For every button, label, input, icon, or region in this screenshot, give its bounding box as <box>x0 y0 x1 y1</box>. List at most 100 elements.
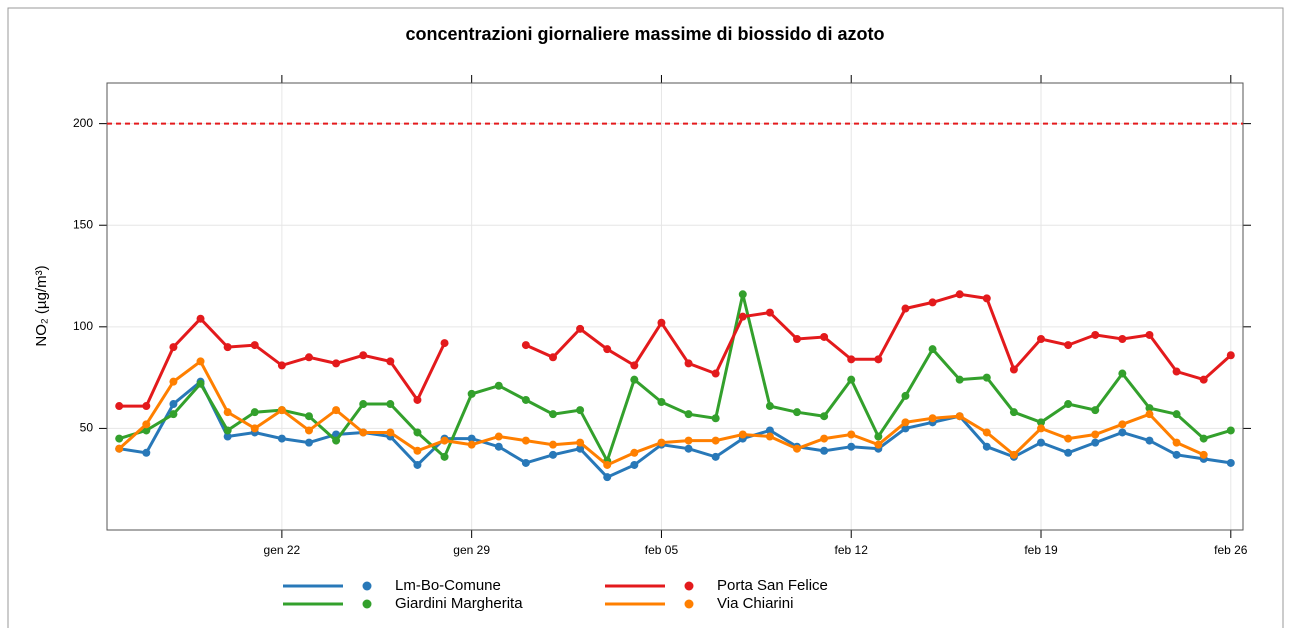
data-point <box>684 359 693 368</box>
data-point <box>548 410 557 419</box>
data-point <box>847 355 856 364</box>
legend-marker <box>362 599 372 609</box>
data-point <box>115 444 124 453</box>
data-point <box>1091 406 1100 415</box>
data-point <box>332 359 341 368</box>
data-point <box>928 298 937 307</box>
data-point <box>1091 330 1100 339</box>
data-point <box>467 389 476 398</box>
data-point <box>738 430 747 439</box>
y-tick-label: 100 <box>73 319 93 333</box>
data-point <box>603 473 612 482</box>
data-point <box>521 458 530 467</box>
plot-frame <box>106 82 1244 531</box>
data-point <box>467 440 476 449</box>
data-point <box>657 397 666 406</box>
data-point <box>1037 335 1046 344</box>
data-point <box>440 452 449 461</box>
data-point <box>386 357 395 366</box>
data-point <box>332 436 341 445</box>
data-point <box>142 402 151 411</box>
data-point <box>196 357 205 366</box>
data-point <box>142 420 151 429</box>
data-point <box>548 450 557 459</box>
data-point <box>142 426 151 435</box>
x-tick-label: feb 26 <box>1214 543 1248 557</box>
data-point <box>1199 434 1208 443</box>
data-point <box>820 446 829 455</box>
data-point <box>576 406 585 415</box>
data-point <box>359 351 368 360</box>
data-point <box>115 402 124 411</box>
data-point <box>630 361 639 370</box>
data-point <box>982 294 991 303</box>
legend-label: Porta San Felice <box>717 577 828 594</box>
data-point <box>874 432 883 441</box>
x-tick-label: feb 19 <box>1024 543 1058 557</box>
data-point <box>711 452 720 461</box>
data-point <box>1226 458 1235 467</box>
data-point <box>901 418 910 427</box>
legend-label: Via Chiarini <box>717 595 793 612</box>
y-tick-label: 50 <box>80 421 94 435</box>
x-tick-label: gen 29 <box>453 543 490 557</box>
data-point <box>1118 428 1127 437</box>
data-point <box>304 438 313 447</box>
data-point <box>386 400 395 409</box>
data-point <box>467 434 476 443</box>
data-point <box>1172 410 1181 419</box>
data-point <box>1145 436 1154 445</box>
data-point <box>1091 438 1100 447</box>
data-point <box>657 438 666 447</box>
data-point <box>1037 424 1046 433</box>
data-point <box>196 379 205 388</box>
data-point <box>820 332 829 341</box>
data-point <box>1145 410 1154 419</box>
data-point <box>521 436 530 445</box>
data-point <box>901 391 910 400</box>
y-tick-label: 150 <box>73 217 93 231</box>
data-point <box>440 436 449 445</box>
data-point <box>277 361 286 370</box>
data-point <box>386 428 395 437</box>
data-point <box>1064 341 1073 350</box>
data-point <box>440 339 449 348</box>
data-point <box>1172 450 1181 459</box>
data-point <box>169 400 178 409</box>
data-point <box>928 345 937 354</box>
data-point <box>1064 400 1073 409</box>
data-point <box>711 436 720 445</box>
data-point <box>413 395 422 404</box>
data-point <box>413 460 422 469</box>
data-point <box>1226 426 1235 435</box>
data-point <box>250 408 259 417</box>
data-point <box>494 432 503 441</box>
data-point <box>982 428 991 437</box>
data-point <box>684 444 693 453</box>
data-point <box>982 373 991 382</box>
data-point <box>1145 330 1154 339</box>
data-point <box>521 341 530 350</box>
data-point <box>711 414 720 423</box>
data-point <box>874 355 883 364</box>
data-point <box>142 448 151 457</box>
data-point <box>332 406 341 415</box>
data-point <box>1199 450 1208 459</box>
data-point <box>413 446 422 455</box>
frame <box>7 7 1284 628</box>
data-point <box>250 341 259 350</box>
data-point <box>711 369 720 378</box>
data-point <box>250 424 259 433</box>
data-point <box>820 434 829 443</box>
data-point <box>793 335 802 344</box>
data-point <box>1091 430 1100 439</box>
y-tick-label: 200 <box>73 116 93 130</box>
data-point <box>1226 351 1235 360</box>
data-point <box>359 400 368 409</box>
y-axis-label: NO₂ (µg/m³) <box>33 265 50 346</box>
data-point <box>169 377 178 386</box>
data-point <box>1037 418 1046 427</box>
data-point <box>494 381 503 390</box>
data-point <box>738 312 747 321</box>
